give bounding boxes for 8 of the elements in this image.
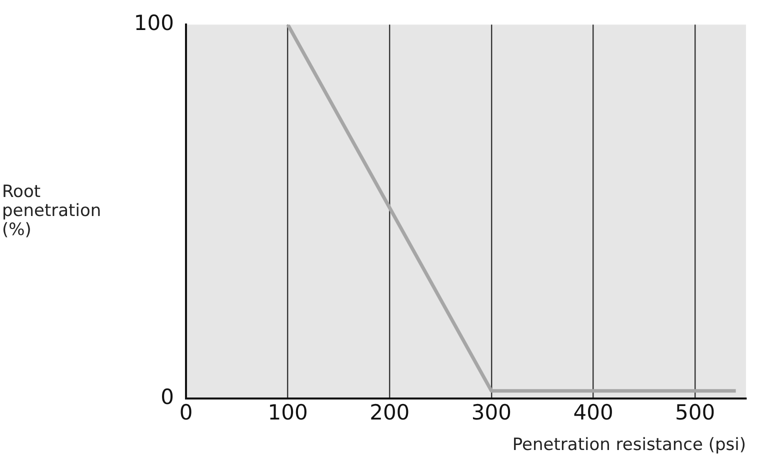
x-tick-label: 300	[471, 400, 512, 424]
x-tick-label: 200	[370, 400, 410, 424]
x-axis-title: Penetration resistance (psi)	[512, 435, 746, 456]
x-tick-label: 400	[573, 400, 614, 424]
x-tick-label: 100	[268, 400, 308, 424]
x-tick-label: 500	[675, 400, 716, 424]
y-axis-title: Root penetration (%)	[2, 182, 102, 240]
x-tick-label: 0	[179, 400, 193, 424]
